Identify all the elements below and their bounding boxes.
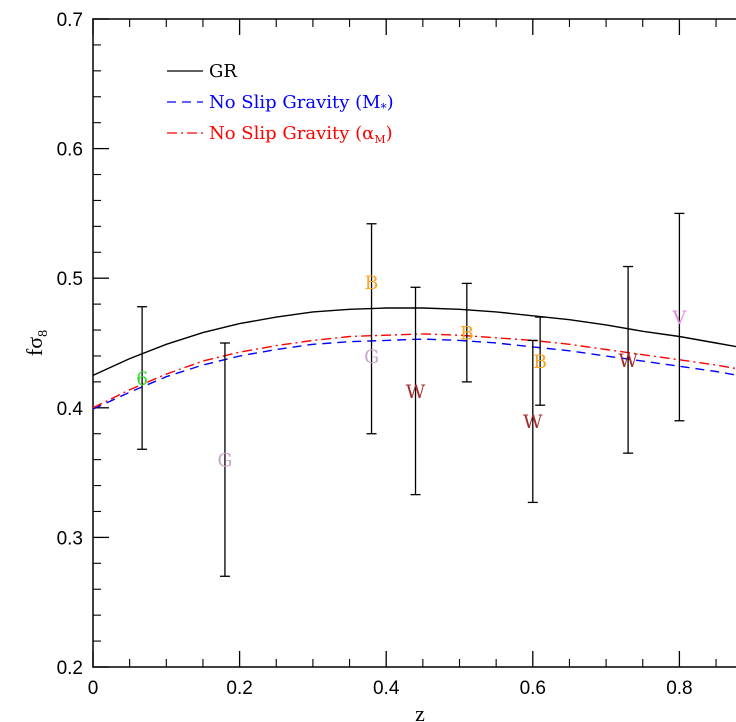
minor-ticks xyxy=(93,19,717,667)
legend-label-mstar-sub: * xyxy=(381,101,387,115)
y-tick-label: 0.6 xyxy=(57,140,83,161)
x-tick-label: 0.4 xyxy=(373,678,400,699)
legend-label-alpham-main: No Slip Gravity (α xyxy=(209,123,374,144)
legend-label-alpham-tail: ) xyxy=(386,123,393,144)
curve-no-slip-alpham xyxy=(92,333,736,409)
x-tick-label: 0.8 xyxy=(666,678,692,699)
y-tick-label: 0.4 xyxy=(57,399,84,420)
x-tick-label: 0.6 xyxy=(520,678,546,699)
legend-label-mstar: No Slip Gravity (M*) xyxy=(209,92,394,115)
legend-label-alpham: No Slip Gravity (αM) xyxy=(209,123,393,146)
tick-labels: 0 0.2 0.4 0.6 0.80.20.30.40.50.60.7 xyxy=(57,10,693,699)
y-tick-label: 0.2 xyxy=(57,658,83,679)
data-markers: 6 G G B W B W B W V xyxy=(136,272,686,472)
major-ticks xyxy=(92,18,681,668)
data-marker-w: W xyxy=(406,381,426,403)
legend-label-alpham-sub: M xyxy=(374,133,385,146)
y-axis-title-main: fσ xyxy=(22,337,47,356)
legend-label-mstar-main: No Slip Gravity (M xyxy=(209,92,381,113)
y-tick-label: 0.3 xyxy=(57,528,83,549)
plot-frame xyxy=(92,18,736,668)
x-tick-label: 0 xyxy=(88,678,99,699)
y-tick-label: 0.7 xyxy=(57,10,83,31)
legend-label-gr: GR xyxy=(209,61,237,82)
error-bars xyxy=(137,212,685,577)
data-marker-b: B xyxy=(460,323,474,345)
data-marker-w: W xyxy=(618,350,638,372)
y-tick-label: 0.5 xyxy=(57,269,83,290)
data-marker-g: G xyxy=(364,346,379,368)
data-marker-w: W xyxy=(523,411,543,433)
legend: GR No Slip Gravity (M*) No Slip Gravity … xyxy=(167,61,394,146)
curve-no-slip-mstar xyxy=(92,338,736,410)
x-tick-label: 0.2 xyxy=(226,678,252,699)
data-marker-g: G xyxy=(217,450,232,472)
y-axis-title-sub: 8 xyxy=(36,330,51,337)
y-axis-title: fσ8 xyxy=(22,330,51,356)
curve-gr xyxy=(92,307,736,377)
data-marker-6: 6 xyxy=(136,368,148,390)
legend-label-mstar-tail: ) xyxy=(387,92,394,113)
data-marker-b: B xyxy=(365,272,379,294)
model-curves xyxy=(92,307,736,410)
data-marker-b: B xyxy=(533,351,547,373)
data-marker-v: V xyxy=(672,307,687,329)
x-axis-title: z xyxy=(415,701,425,722)
